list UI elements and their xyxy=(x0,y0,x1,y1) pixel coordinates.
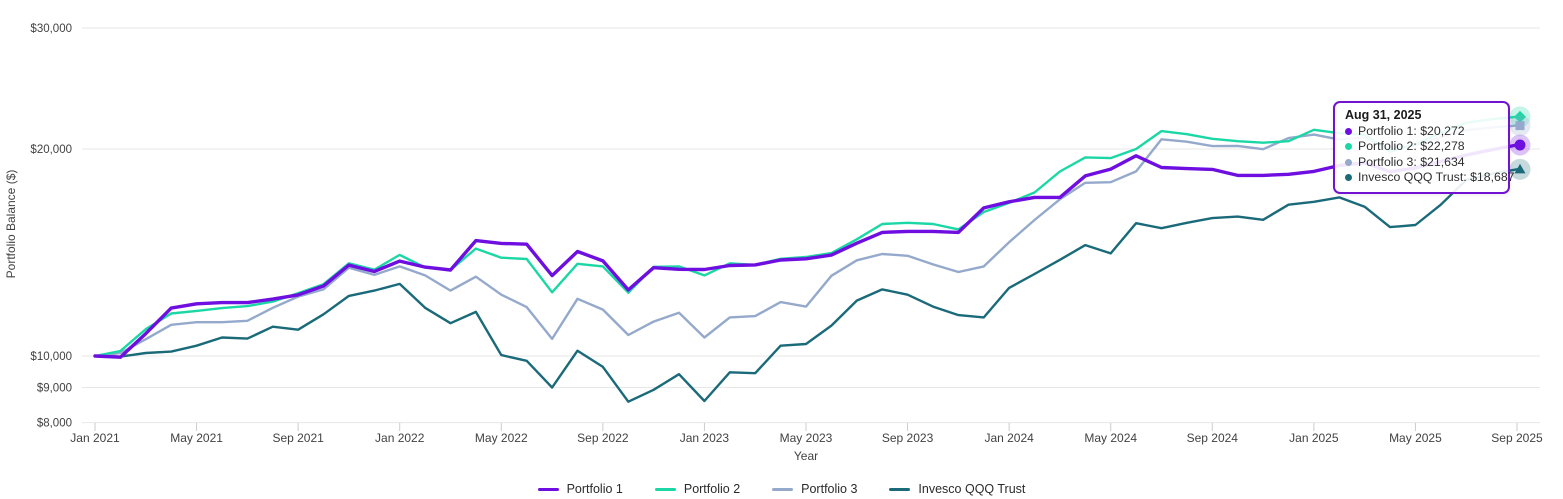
tooltip-item: Portfolio 2: $22,278 xyxy=(1345,139,1498,154)
series-line-invesco-qqq-trust[interactable] xyxy=(93,168,1519,403)
y-tick-label: $20,000 xyxy=(30,144,72,156)
end-marker-portfolio-2[interactable] xyxy=(1514,110,1526,123)
x-tick-label: May 2025 xyxy=(1389,431,1442,445)
tooltip-item: Portfolio 1: $20,272 xyxy=(1345,124,1498,139)
legend-swatch xyxy=(654,487,676,491)
tooltip-series-dot xyxy=(1345,143,1352,151)
y-tick-label: $9,000 xyxy=(37,382,72,394)
series-line-portfolio-2[interactable] xyxy=(93,115,1519,358)
legend-item-portfolio-1[interactable]: Portfolio 1 xyxy=(537,482,623,496)
end-marker-portfolio-3[interactable] xyxy=(1515,121,1525,131)
x-tick-label: Jan 2023 xyxy=(680,431,730,445)
tooltip-series-value: Portfolio 1: $20,272 xyxy=(1358,124,1465,138)
series-line-portfolio-1[interactable] xyxy=(93,143,1519,359)
legend-label: Portfolio 2 xyxy=(683,482,741,496)
legend-label: Portfolio 3 xyxy=(801,482,858,496)
tooltip-item: Invesco QQQ Trust: $18,687 xyxy=(1345,170,1515,185)
y-tick-label: $10,000 xyxy=(30,351,72,363)
y-axis-title: Portfolio Balance ($) xyxy=(4,170,18,279)
end-marker-invesco-qqq-trust[interactable] xyxy=(1514,163,1526,174)
tooltip-series-dot xyxy=(1345,128,1352,136)
y-tick-label: $30,000 xyxy=(30,23,72,35)
series-line-portfolio-3[interactable] xyxy=(93,124,1519,358)
chart-legend: Portfolio 1 Portfolio 2 Portfolio 3 Invesco… xyxy=(0,479,1563,499)
y-tick-label: $8,000 xyxy=(37,418,72,430)
legend-label: Invesco QQQ Trust xyxy=(918,482,1026,496)
tooltip-items: Portfolio 1: $20,272 Portfolio 2: $22,278… xyxy=(1345,124,1515,185)
x-tick-label: Sep 2024 xyxy=(1187,431,1239,445)
x-tick-label: Jan 2021 xyxy=(70,431,120,445)
legend-swatch xyxy=(889,487,911,491)
legend-item-portfolio-3[interactable]: Portfolio 3 xyxy=(772,482,857,496)
x-tick-label: Jan 2022 xyxy=(375,431,425,445)
x-tick-label: Sep 2025 xyxy=(1491,431,1543,445)
x-tick-label: May 2022 xyxy=(475,431,528,445)
tooltip-date: Aug 31, 2025 xyxy=(1345,108,1422,122)
tooltip-item: Portfolio 3: $21,634 xyxy=(1345,155,1498,170)
x-tick-label: May 2024 xyxy=(1084,431,1137,445)
tooltip-series-dot xyxy=(1345,158,1352,166)
end-marker-portfolio-1[interactable] xyxy=(1514,139,1526,151)
x-tick-label: May 2021 xyxy=(170,431,223,445)
legend-item-portfolio-2[interactable]: Portfolio 2 xyxy=(654,482,741,496)
legend-swatch xyxy=(537,487,559,491)
tooltip-series-value: Portfolio 2: $22,278 xyxy=(1358,139,1465,154)
legend-item-invesco-qqq-trust[interactable]: Invesco QQQ Trust xyxy=(889,482,1025,496)
x-tick-label: Jan 2025 xyxy=(1289,431,1339,445)
hover-tooltip: Aug 31, 2025 Portfolio 1: $20,272 Portfol… xyxy=(1333,101,1515,195)
x-tick-label: May 2023 xyxy=(780,431,833,445)
x-axis-title: Year xyxy=(794,449,818,463)
x-tick-label: Jan 2024 xyxy=(984,431,1034,445)
x-tick-label: Sep 2022 xyxy=(577,431,629,445)
legend-label: Portfolio 1 xyxy=(566,482,623,496)
legend-swatch xyxy=(772,487,794,491)
tooltip-series-value: Invesco QQQ Trust: $18,687 xyxy=(1358,169,1515,184)
tooltip-series-dot xyxy=(1345,174,1352,182)
x-tick-label: Sep 2023 xyxy=(882,431,934,445)
tooltip-series-value: Portfolio 3: $21,634 xyxy=(1358,154,1465,169)
x-tick-label: Sep 2021 xyxy=(272,431,324,445)
